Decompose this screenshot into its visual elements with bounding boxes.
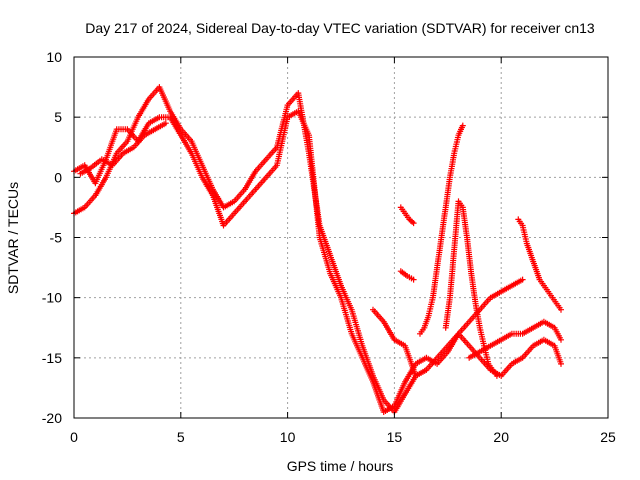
chart-title: Day 217 of 2024, Sidereal Day-to-day VTE… xyxy=(85,20,595,36)
x-tick-label: 20 xyxy=(493,429,509,445)
points-layer xyxy=(71,84,564,415)
x-tick-label: 10 xyxy=(280,429,296,445)
series-trace-c xyxy=(77,120,169,177)
data-point xyxy=(493,372,500,379)
series-trace-i xyxy=(397,204,417,227)
series-trace-a xyxy=(71,108,564,415)
y-tick-label: 10 xyxy=(46,49,62,65)
series-trace-d xyxy=(370,276,526,379)
data-point xyxy=(162,120,169,127)
series-trace-b xyxy=(71,84,419,415)
data-point xyxy=(558,306,564,313)
series-trace-h xyxy=(466,318,564,361)
x-tick-label: 5 xyxy=(177,429,185,445)
data-point xyxy=(410,276,417,283)
y-tick-label: -15 xyxy=(42,350,62,366)
series-trace-g xyxy=(515,216,564,313)
x-axis-label: GPS time / hours xyxy=(287,458,394,474)
x-tick-label: 15 xyxy=(387,429,403,445)
x-tick-label: 0 xyxy=(70,429,78,445)
x-tick-label: 25 xyxy=(600,429,616,445)
y-axis-label: SDTVAR / TECUs xyxy=(5,182,21,294)
y-tick-label: 5 xyxy=(54,109,62,125)
data-point xyxy=(410,220,417,227)
series-trace-f xyxy=(442,198,500,379)
data-point xyxy=(459,122,466,129)
series-trace-j xyxy=(397,268,417,283)
data-point xyxy=(519,276,526,283)
data-point xyxy=(558,360,564,367)
ticks-layer: 0 5 10 15 20 25 10 5 0 -5 -10 -15 -20 xyxy=(42,49,616,445)
data-point xyxy=(558,336,564,343)
y-tick-label: -5 xyxy=(50,230,63,246)
y-tick-label: 0 xyxy=(54,169,62,185)
y-tick-label: -10 xyxy=(42,290,62,306)
series-trace-e xyxy=(417,122,466,337)
y-tick-label: -20 xyxy=(42,410,62,426)
grid-layer xyxy=(74,57,608,418)
